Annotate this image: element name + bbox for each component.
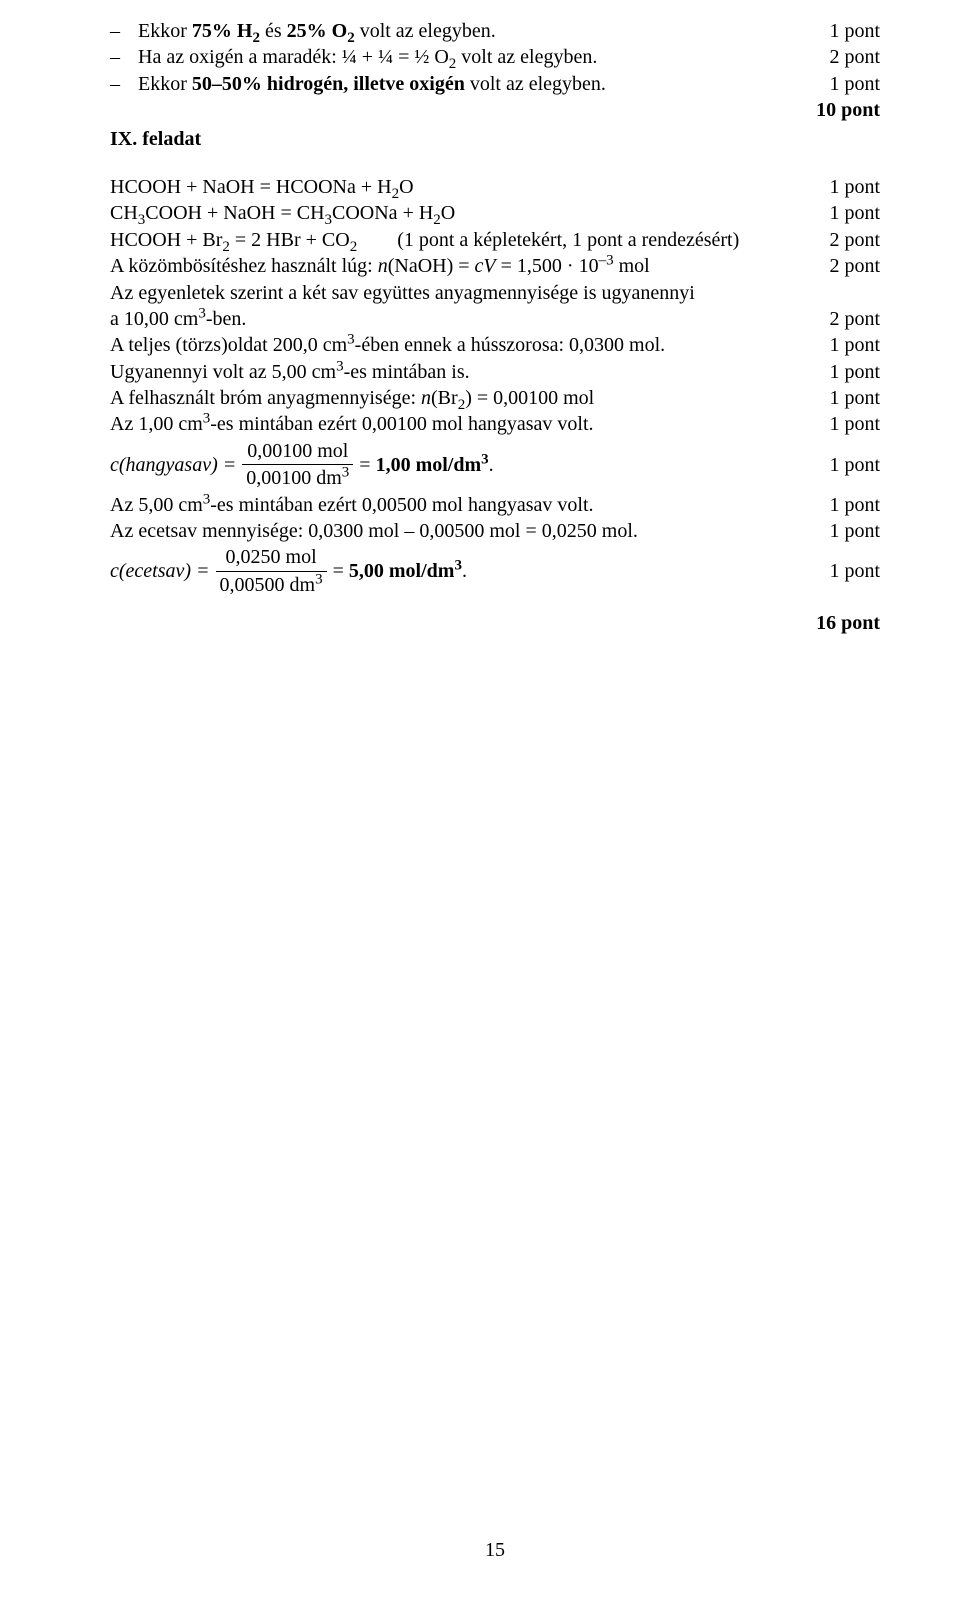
line-text: A közömbösítéshez használt lúg: n(NaOH) … bbox=[110, 253, 800, 279]
frac2-num: 0,0250 mol bbox=[216, 544, 327, 571]
top-total-row: 10 pont bbox=[110, 97, 880, 123]
line: HCOOH + NaOH = HCOONa + H2O 1 pont bbox=[110, 174, 880, 200]
points: 2 pont bbox=[800, 227, 880, 253]
fraction-line: c(hangyasav) = 0,00100 mol 0,00100 dm3 =… bbox=[110, 438, 880, 492]
line-text: HCOOH + Br2 = 2 HBr + CO2 (1 pont a képl… bbox=[110, 227, 800, 253]
line: Az 1,00 cm3-es mintában ezért 0,00100 mo… bbox=[110, 411, 880, 437]
top-item: – Ha az oxigén a maradék: ¼ + ¼ = ½ O2 v… bbox=[110, 44, 880, 70]
points: 2 pont bbox=[800, 44, 880, 70]
line-text: Az 1,00 cm3-es mintában ezért 0,00100 mo… bbox=[110, 411, 800, 437]
line: A teljes (törzs)oldat 200,0 cm3-ében enn… bbox=[110, 332, 880, 358]
points: 1 pont bbox=[800, 558, 880, 584]
top-item-text: Ekkor 50–50% hidrogén, illetve oxigén vo… bbox=[138, 71, 606, 97]
line: CH3COOH + NaOH = CH3COONa + H2O 1 pont bbox=[110, 200, 880, 226]
points: 1 pont bbox=[800, 452, 880, 478]
points: 1 pont bbox=[800, 332, 880, 358]
top-item: – Ekkor 50–50% hidrogén, illetve oxigén … bbox=[110, 71, 880, 97]
frac2-den: 0,00500 dm3 bbox=[216, 572, 327, 598]
final-total-row: 16 pont bbox=[110, 610, 880, 636]
line-text: Ugyanennyi volt az 5,00 cm3-es mintában … bbox=[110, 359, 800, 385]
frac2-lhs: c(ecetsav) = bbox=[110, 560, 210, 582]
line: Az ecetsav mennyisége: 0,0300 mol – 0,00… bbox=[110, 518, 880, 544]
line-text: Az egyenletek szerint a két sav együttes… bbox=[110, 280, 800, 333]
subtotal: 10 pont bbox=[800, 97, 880, 123]
points: 1 pont bbox=[800, 18, 880, 44]
final-total: 16 pont bbox=[800, 610, 880, 636]
points: 1 pont bbox=[800, 359, 880, 385]
points: 1 pont bbox=[800, 518, 880, 544]
points: 1 pont bbox=[800, 174, 880, 200]
line-text: HCOOH + NaOH = HCOONa + H2O bbox=[110, 174, 800, 200]
fraction: 0,00100 mol 0,00100 dm3 bbox=[242, 438, 353, 492]
section-heading: IX. feladat bbox=[110, 126, 880, 152]
top-block: – Ekkor 75% H2 és 25% O2 volt az elegybe… bbox=[110, 18, 880, 124]
dash-icon: – bbox=[110, 71, 138, 97]
line: Az 5,00 cm3-es mintában ezért 0,00500 mo… bbox=[110, 492, 880, 518]
line-text: Az 5,00 cm3-es mintában ezért 0,00500 mo… bbox=[110, 492, 800, 518]
dash-icon: – bbox=[110, 44, 138, 70]
line: A felhasznált bróm anyagmennyisége: n(Br… bbox=[110, 385, 880, 411]
main-block: HCOOH + NaOH = HCOONa + H2O 1 pont CH3CO… bbox=[110, 174, 880, 637]
line-text: Az ecetsav mennyisége: 0,0300 mol – 0,00… bbox=[110, 518, 800, 544]
line-text: CH3COOH + NaOH = CH3COONa + H2O bbox=[110, 200, 800, 226]
frac1-num: 0,00100 mol bbox=[242, 438, 353, 465]
top-item-text: Ekkor 75% H2 és 25% O2 volt az elegyben. bbox=[138, 18, 496, 44]
points: 1 pont bbox=[800, 492, 880, 518]
line-text: A teljes (törzs)oldat 200,0 cm3-ében enn… bbox=[110, 332, 800, 358]
fraction-line: c(ecetsav) = 0,0250 mol 0,00500 dm3 = 5,… bbox=[110, 544, 880, 598]
points: 2 pont bbox=[800, 306, 880, 332]
dash-icon: – bbox=[110, 18, 138, 44]
points: 1 pont bbox=[800, 385, 880, 411]
points: 1 pont bbox=[800, 71, 880, 97]
points: 2 pont bbox=[800, 253, 880, 279]
line: A közömbösítéshez használt lúg: n(NaOH) … bbox=[110, 253, 880, 279]
line: HCOOH + Br2 = 2 HBr + CO2 (1 pont a képl… bbox=[110, 227, 880, 253]
line: Az egyenletek szerint a két sav együttes… bbox=[110, 280, 880, 333]
page-number: 15 bbox=[110, 1537, 880, 1563]
points: 1 pont bbox=[800, 411, 880, 437]
fraction: 0,0250 mol 0,00500 dm3 bbox=[216, 544, 327, 598]
line: Ugyanennyi volt az 5,00 cm3-es mintában … bbox=[110, 359, 880, 385]
frac1-lhs: c(hangyasav) = bbox=[110, 454, 236, 476]
frac1-den: 0,00100 dm3 bbox=[242, 465, 353, 491]
frac1-rhs: = 1,00 mol/dm3. bbox=[359, 452, 493, 478]
frac2-rhs: = 5,00 mol/dm3. bbox=[333, 558, 467, 584]
points: 1 pont bbox=[800, 200, 880, 226]
line-text: A felhasznált bróm anyagmennyisége: n(Br… bbox=[110, 385, 800, 411]
top-item: – Ekkor 75% H2 és 25% O2 volt az elegybe… bbox=[110, 18, 880, 44]
top-item-text: Ha az oxigén a maradék: ¼ + ¼ = ½ O2 vol… bbox=[138, 44, 597, 70]
